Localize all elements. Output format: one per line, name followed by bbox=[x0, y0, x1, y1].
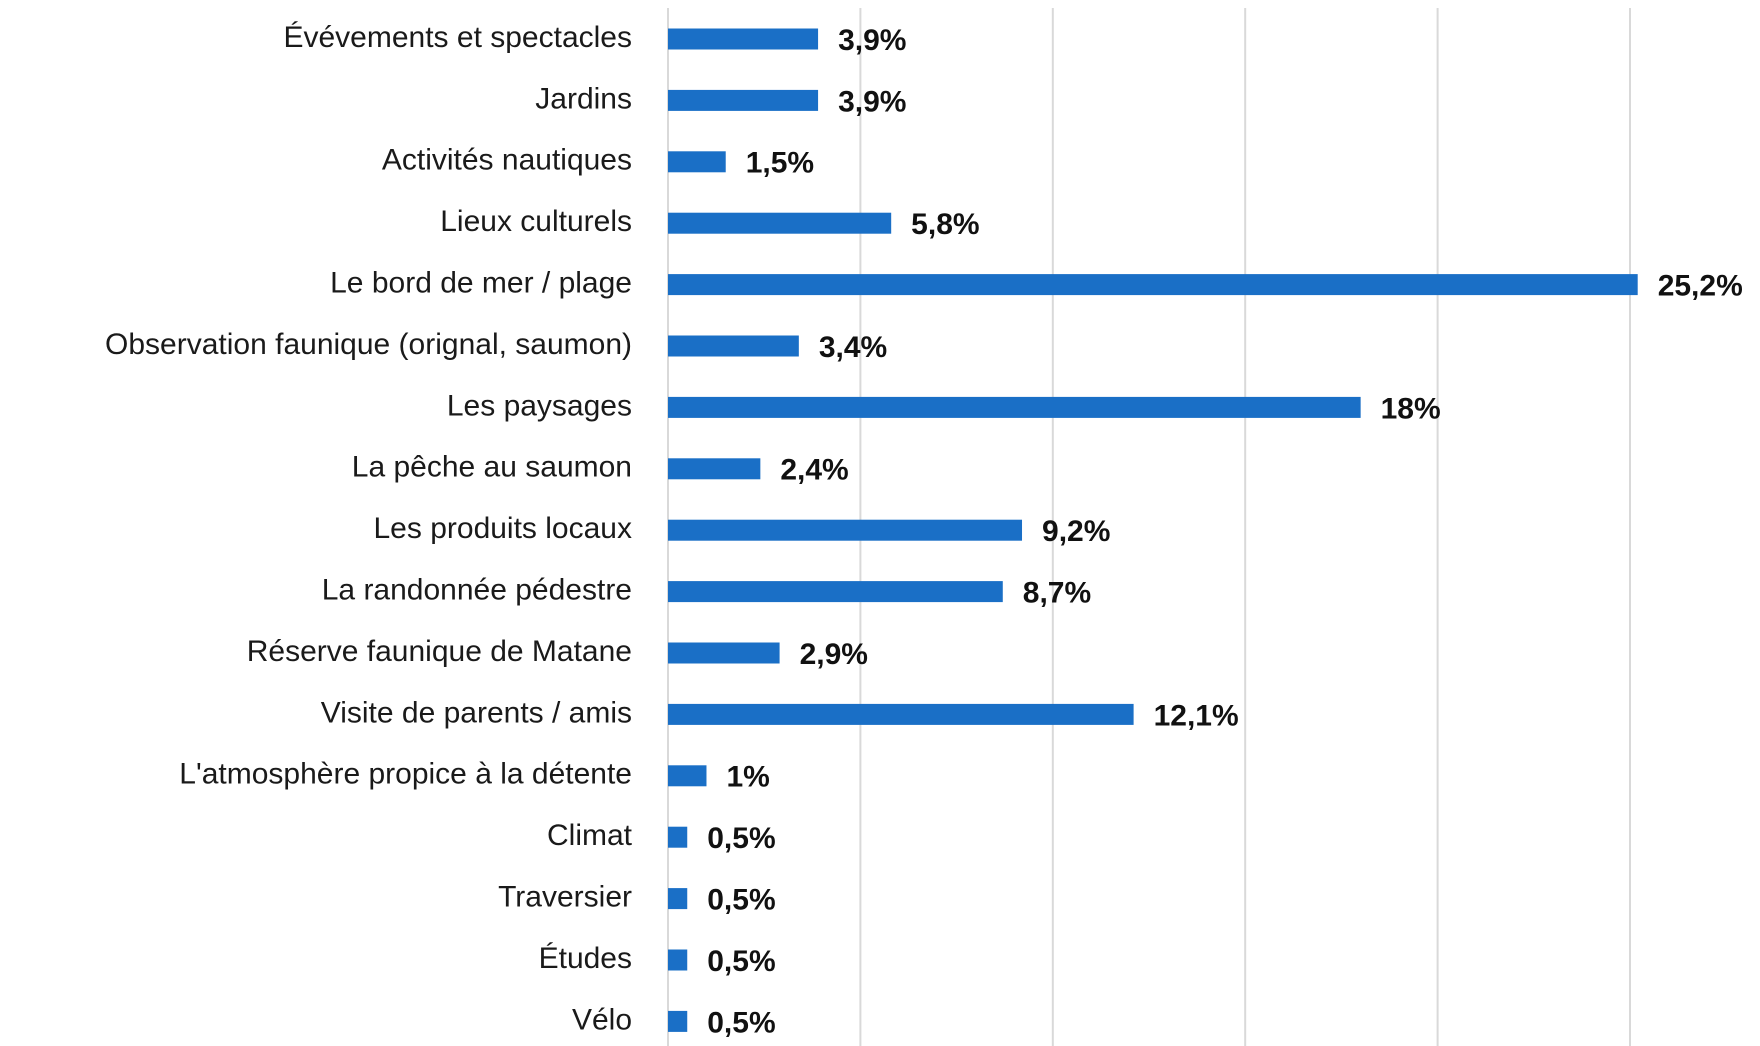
y-tick-label: Les paysages bbox=[447, 389, 632, 422]
bar bbox=[668, 28, 819, 50]
bar bbox=[668, 581, 1003, 603]
data-label: 2,9% bbox=[800, 638, 868, 671]
bar bbox=[668, 949, 688, 971]
data-label: 3,9% bbox=[838, 85, 906, 118]
y-tick-label: Études bbox=[539, 942, 632, 975]
data-label: 5,8% bbox=[911, 208, 979, 241]
bar bbox=[668, 458, 761, 480]
bar bbox=[668, 274, 1638, 296]
data-label: 0,5% bbox=[707, 945, 775, 978]
y-tick-label: Lieux culturels bbox=[440, 205, 632, 238]
data-label: 8,7% bbox=[1023, 577, 1091, 610]
y-tick-label: Les produits locaux bbox=[374, 512, 633, 545]
bar bbox=[668, 826, 688, 848]
data-label: 3,4% bbox=[819, 331, 887, 364]
bar bbox=[668, 1010, 688, 1032]
bar bbox=[668, 89, 819, 111]
y-tick-label: L'atmosphère propice à la détente bbox=[179, 758, 632, 791]
data-label: 0,5% bbox=[707, 1006, 775, 1039]
bar bbox=[668, 765, 707, 787]
y-tick-label: Réserve faunique de Matane bbox=[247, 635, 632, 668]
y-tick-label: Jardins bbox=[535, 82, 632, 115]
data-label: 3,9% bbox=[838, 24, 906, 57]
data-label: 9,2% bbox=[1042, 515, 1110, 548]
bar bbox=[668, 703, 1134, 725]
y-tick-label: Observation faunique (orignal, saumon) bbox=[105, 328, 632, 361]
bar bbox=[668, 888, 688, 910]
data-label: 18% bbox=[1381, 392, 1441, 425]
y-tick-label: La pêche au saumon bbox=[352, 451, 632, 484]
y-tick-label: Évévements et spectacles bbox=[283, 21, 632, 54]
data-label: 0,5% bbox=[707, 884, 775, 917]
data-label: 1% bbox=[726, 761, 769, 794]
data-label: 25,2% bbox=[1658, 270, 1743, 303]
data-label: 1,5% bbox=[746, 147, 814, 180]
data-label: 12,1% bbox=[1154, 699, 1239, 732]
y-tick-label: Le bord de mer / plage bbox=[330, 267, 632, 300]
bar bbox=[668, 396, 1361, 418]
y-tick-label: Climat bbox=[547, 819, 633, 852]
bar bbox=[668, 151, 726, 173]
y-tick-label: Traversier bbox=[498, 881, 632, 914]
y-tick-label: Visite de parents / amis bbox=[321, 696, 632, 729]
bar bbox=[668, 212, 892, 234]
data-label: 0,5% bbox=[707, 822, 775, 855]
bar bbox=[668, 519, 1023, 541]
y-tick-label: La randonnée pédestre bbox=[322, 574, 632, 607]
data-label: 2,4% bbox=[780, 454, 848, 487]
y-tick-label: Vélo bbox=[572, 1003, 632, 1036]
bar bbox=[668, 642, 780, 664]
bar bbox=[668, 335, 799, 357]
y-tick-label: Activités nautiques bbox=[382, 144, 632, 177]
